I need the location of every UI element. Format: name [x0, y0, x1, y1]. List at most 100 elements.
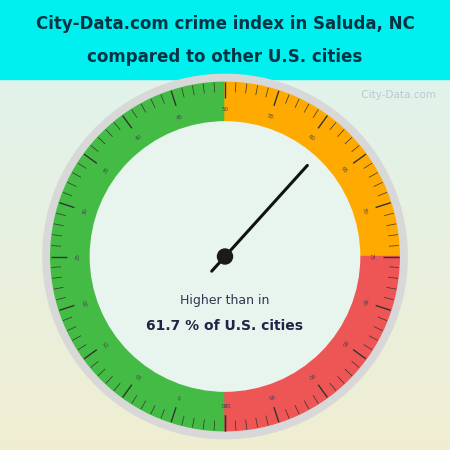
Bar — [0, 116, 450, 118]
Bar — [0, 376, 450, 378]
Bar — [0, 329, 450, 331]
Bar — [0, 279, 450, 281]
Text: 40: 40 — [135, 134, 143, 142]
Circle shape — [217, 249, 233, 264]
Bar — [0, 190, 450, 192]
Bar — [0, 79, 450, 81]
Bar — [0, 173, 450, 176]
Bar — [0, 265, 450, 266]
Bar — [0, 252, 450, 253]
Bar — [0, 84, 450, 86]
Bar — [0, 183, 450, 184]
Bar — [0, 218, 450, 220]
Bar — [0, 322, 450, 324]
Circle shape — [90, 122, 360, 391]
Bar — [0, 101, 450, 103]
Bar — [0, 341, 450, 342]
Bar — [0, 82, 450, 84]
Bar — [0, 428, 450, 430]
Text: City-Data.com crime index in Saluda, NC: City-Data.com crime index in Saluda, NC — [36, 14, 414, 33]
Bar — [0, 81, 450, 82]
Bar — [0, 400, 450, 402]
Bar — [0, 212, 450, 214]
Text: City-Data.com: City-Data.com — [359, 90, 436, 99]
Text: 65: 65 — [339, 166, 347, 175]
Text: 5: 5 — [177, 393, 182, 399]
Bar — [0, 270, 450, 272]
Bar — [0, 445, 450, 446]
Bar — [0, 99, 450, 101]
Bar — [0, 424, 450, 426]
Bar — [0, 237, 450, 239]
Bar — [0, 318, 450, 320]
Bar — [0, 0, 450, 79]
Bar — [0, 257, 450, 259]
Bar — [0, 164, 450, 166]
Bar — [0, 229, 450, 231]
Bar — [0, 292, 450, 294]
Bar — [0, 246, 450, 248]
Bar — [0, 437, 450, 439]
Text: 20: 20 — [82, 298, 89, 306]
Bar — [0, 439, 450, 441]
Bar — [0, 379, 450, 381]
Bar — [0, 324, 450, 326]
Bar — [0, 364, 450, 366]
Bar — [0, 211, 450, 212]
Text: 45: 45 — [176, 114, 184, 121]
Bar — [0, 144, 450, 146]
Bar — [0, 363, 450, 365]
Bar — [0, 103, 450, 105]
Bar — [0, 244, 450, 246]
Text: 35: 35 — [103, 166, 111, 175]
Bar — [0, 95, 450, 97]
Bar — [0, 175, 450, 177]
Bar — [0, 298, 450, 300]
Bar — [0, 350, 450, 351]
Bar — [0, 225, 450, 227]
Bar — [0, 303, 450, 305]
Bar — [0, 240, 450, 242]
Bar — [0, 262, 450, 265]
Bar — [0, 108, 450, 110]
Bar — [0, 222, 450, 224]
Bar — [0, 342, 450, 344]
Bar — [0, 435, 450, 437]
Bar — [0, 199, 450, 201]
Bar — [0, 181, 450, 183]
Bar — [0, 138, 450, 140]
Text: 50: 50 — [221, 108, 229, 112]
Bar — [0, 214, 450, 216]
Bar — [0, 383, 450, 385]
Bar — [0, 285, 450, 287]
Bar — [0, 389, 450, 391]
Bar — [0, 300, 450, 302]
Bar — [0, 186, 450, 188]
Bar — [0, 231, 450, 233]
Wedge shape — [225, 256, 399, 431]
Text: 55: 55 — [266, 114, 274, 121]
Text: 75: 75 — [369, 253, 374, 260]
Bar — [0, 274, 450, 275]
Bar — [0, 201, 450, 203]
Bar — [0, 307, 450, 309]
Bar — [0, 205, 450, 207]
Bar — [0, 196, 450, 198]
Bar — [0, 368, 450, 370]
Text: 10: 10 — [135, 371, 143, 379]
Bar — [0, 162, 450, 164]
Bar — [0, 184, 450, 186]
Text: 85: 85 — [339, 338, 347, 347]
Bar — [0, 227, 450, 229]
Bar — [0, 168, 450, 170]
Bar — [0, 296, 450, 298]
Bar — [0, 359, 450, 361]
Bar — [0, 338, 450, 341]
Bar — [0, 415, 450, 417]
Bar — [0, 171, 450, 173]
Bar — [0, 404, 450, 405]
Bar — [0, 430, 450, 432]
Bar — [0, 170, 450, 171]
Bar — [0, 432, 450, 433]
Bar — [0, 133, 450, 135]
